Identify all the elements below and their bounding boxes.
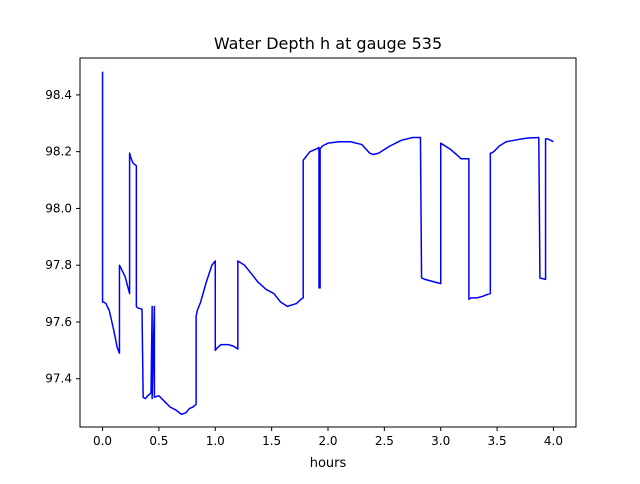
x-tick-label: 0.0 bbox=[93, 434, 112, 448]
plot-area bbox=[101, 71, 554, 415]
axes-frame bbox=[79, 57, 577, 428]
y-tick-label: 97.6 bbox=[45, 315, 72, 329]
x-tick-label: 3.0 bbox=[431, 434, 450, 448]
x-tick-label: 4.0 bbox=[544, 434, 563, 448]
x-axis-ticks: 0.0 0.5 1.0 1.5 2.0 2.5 3.0 3.5 4.0 bbox=[93, 427, 563, 448]
x-tick-label: 1.0 bbox=[206, 434, 225, 448]
y-tick-label: 98.0 bbox=[45, 201, 72, 215]
series-line-0 bbox=[101, 71, 554, 415]
y-tick-label: 97.8 bbox=[45, 258, 72, 272]
y-axis-ticks: 97.4 97.6 97.8 98.0 98.2 98.4 bbox=[45, 88, 80, 386]
x-tick-label: 2.0 bbox=[318, 434, 337, 448]
x-tick-label: 0.5 bbox=[149, 434, 168, 448]
x-axis-label: hours bbox=[310, 456, 347, 471]
y-tick-label: 97.4 bbox=[45, 372, 72, 386]
y-tick-label: 98.4 bbox=[45, 88, 72, 102]
y-tick-label: 98.2 bbox=[45, 145, 72, 159]
x-tick-label: 1.5 bbox=[262, 434, 281, 448]
chart-title: Water Depth h at gauge 535 bbox=[214, 34, 442, 53]
x-tick-label: 2.5 bbox=[375, 434, 394, 448]
x-tick-label: 3.5 bbox=[488, 434, 507, 448]
